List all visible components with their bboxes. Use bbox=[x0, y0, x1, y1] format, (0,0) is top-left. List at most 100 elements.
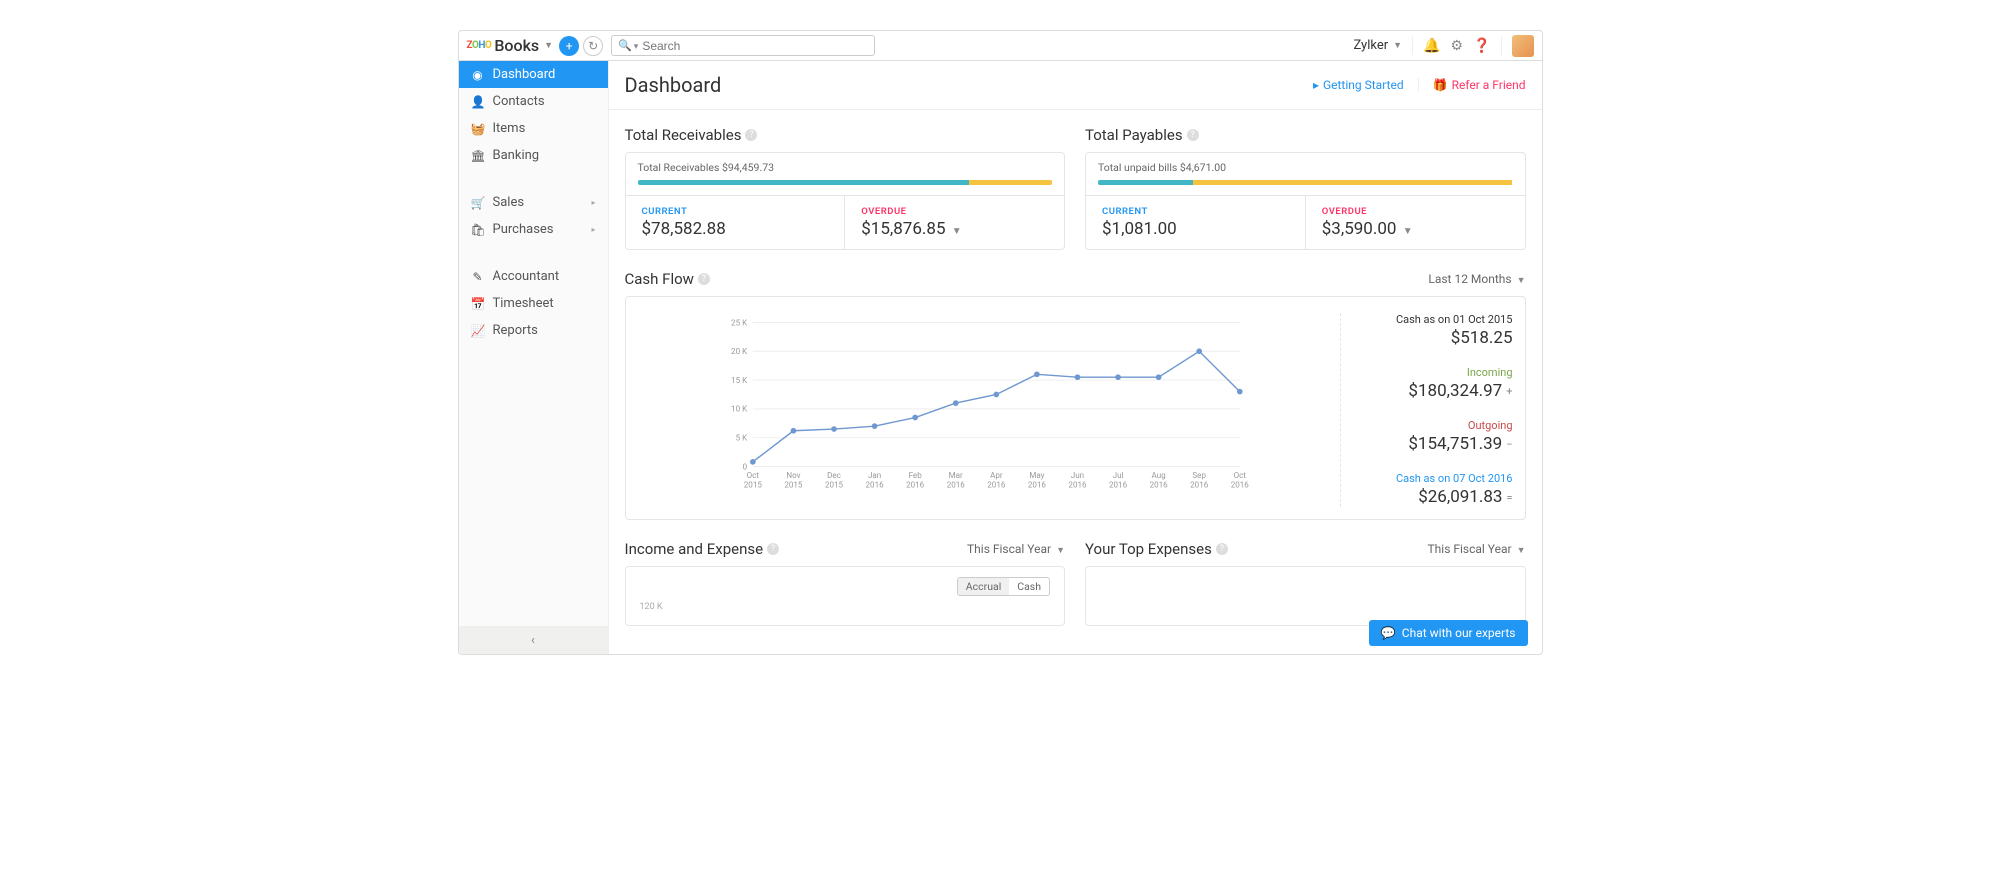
content: Dashboard ▸ Getting Started 🎁 Refer a Fr… bbox=[609, 61, 1542, 654]
user-avatar[interactable] bbox=[1512, 35, 1534, 57]
refer-friend-label: Refer a Friend bbox=[1452, 78, 1526, 92]
help-icon[interactable]: ? bbox=[698, 273, 710, 285]
receivables-title-text: Total Receivables bbox=[625, 126, 742, 144]
payables-current-cell: CURRENT $1,081.00 bbox=[1086, 196, 1305, 249]
sidebar-item-dashboard[interactable]: ◉ Dashboard bbox=[459, 61, 608, 88]
sidebar-item-label: Contacts bbox=[493, 94, 545, 109]
help-icon[interactable]: ? bbox=[745, 129, 757, 141]
bottom-row: Income and Expense ? This Fiscal Year ▼ … bbox=[625, 540, 1526, 626]
cash-outgoing-amount: $154,751.39 bbox=[1408, 434, 1502, 454]
sidebar-item-accountant[interactable]: ✎Accountant bbox=[459, 263, 608, 290]
zoho-logo-icon: ZOHO bbox=[467, 40, 492, 51]
sidebar-item-label: Dashboard bbox=[493, 67, 556, 82]
cashflow-chart: 05 K10 K15 K20 K25 KOct2015Nov2015Dec201… bbox=[638, 313, 1341, 507]
svg-text:15 K: 15 K bbox=[731, 376, 748, 385]
cash-option[interactable]: Cash bbox=[1009, 578, 1049, 595]
sidebar-item-banking[interactable]: 🏛Banking bbox=[459, 142, 608, 169]
sidebar-item-label: Items bbox=[493, 121, 526, 136]
svg-text:Oct: Oct bbox=[746, 471, 759, 480]
svg-text:May: May bbox=[1029, 471, 1044, 480]
search-input[interactable] bbox=[642, 39, 868, 53]
company-switcher[interactable]: Zylker ▼ bbox=[1353, 38, 1402, 53]
sidebar-item-label: Purchases bbox=[493, 222, 554, 237]
cash-incoming-stat: Incoming $180,324.97 + bbox=[1353, 366, 1513, 401]
chevron-right-icon: ▸ bbox=[591, 225, 595, 234]
help-icon[interactable]: ? bbox=[1216, 543, 1228, 555]
svg-text:Dec: Dec bbox=[827, 471, 841, 480]
svg-text:Sep: Sep bbox=[1192, 471, 1206, 480]
divider bbox=[1501, 37, 1502, 55]
svg-text:5 K: 5 K bbox=[735, 434, 748, 443]
cash-close-stat: Cash as on 07 Oct 2016 $26,091.83 = bbox=[1353, 472, 1513, 507]
quick-create-button[interactable]: + bbox=[559, 36, 579, 56]
current-label: CURRENT bbox=[642, 206, 829, 217]
top-expenses-range-dropdown[interactable]: This Fiscal Year ▼ bbox=[1428, 542, 1526, 556]
sidebar-item-timesheet[interactable]: 📅 Timesheet bbox=[459, 290, 608, 317]
receivables-overdue-amount: $15,876.85 bbox=[861, 219, 945, 239]
cashflow-range-dropdown[interactable]: Last 12 Months ▼ bbox=[1428, 272, 1525, 286]
brand-logo[interactable]: ZOHO Books ▼ bbox=[467, 36, 554, 55]
sidebar-collapse-button[interactable]: ‹ bbox=[459, 626, 608, 654]
help-button[interactable]: ❓ bbox=[1473, 38, 1490, 54]
receivables-bar bbox=[638, 180, 1053, 185]
accrual-option[interactable]: Accrual bbox=[958, 578, 1009, 595]
cash-incoming-amount: $180,324.97 bbox=[1408, 381, 1502, 401]
payables-card: Total Payables ? Total unpaid bills $4,6… bbox=[1085, 126, 1526, 250]
cash-close-label: Cash as on 07 Oct 2016 bbox=[1353, 472, 1513, 485]
income-expense-range-dropdown[interactable]: This Fiscal Year ▼ bbox=[967, 542, 1065, 556]
timesheet-icon: 📅 bbox=[471, 297, 485, 311]
sidebar-item-label: Reports bbox=[493, 323, 538, 338]
notifications-button[interactable]: 🔔 bbox=[1423, 38, 1440, 54]
svg-text:Nov: Nov bbox=[786, 471, 800, 480]
svg-text:25 K: 25 K bbox=[731, 318, 748, 327]
getting-started-link[interactable]: ▸ Getting Started bbox=[1313, 78, 1404, 92]
payables-title-text: Total Payables bbox=[1085, 126, 1183, 144]
overdue-dropdown-button[interactable]: ▼ bbox=[1403, 226, 1413, 237]
company-caret-icon: ▼ bbox=[1393, 40, 1402, 51]
svg-text:2016: 2016 bbox=[1190, 480, 1209, 489]
payables-overdue-amount: $3,590.00 bbox=[1322, 219, 1397, 239]
cashflow-body: 05 K10 K15 K20 K25 KOct2015Nov2015Dec201… bbox=[625, 296, 1526, 520]
payables-title: Total Payables ? bbox=[1085, 126, 1526, 144]
help-icon[interactable]: ? bbox=[1187, 129, 1199, 141]
sidebar-item-items[interactable]: 🧺 Items bbox=[459, 115, 608, 142]
cash-open-stat: Cash as on 01 Oct 2015 $518.25 bbox=[1353, 313, 1513, 348]
receivables-overdue-cell: OVERDUE $15,876.85 ▼ bbox=[844, 196, 1064, 249]
svg-text:2016: 2016 bbox=[1109, 480, 1128, 489]
refer-friend-link[interactable]: 🎁 Refer a Friend bbox=[1433, 78, 1526, 92]
getting-started-label: Getting Started bbox=[1323, 78, 1404, 92]
svg-text:2016: 2016 bbox=[1149, 480, 1168, 489]
page-header-links: ▸ Getting Started 🎁 Refer a Friend bbox=[1313, 78, 1526, 92]
payables-bar bbox=[1098, 180, 1513, 185]
receivables-current-amount: $78,582.88 bbox=[642, 219, 829, 239]
sidebar-item-sales[interactable]: 🛒Sales▸ bbox=[459, 189, 608, 216]
recent-activity-button[interactable]: ↻ bbox=[583, 36, 603, 56]
sidebar-item-reports[interactable]: 📈Reports bbox=[459, 317, 608, 344]
dashboard-icon: ◉ bbox=[471, 68, 485, 82]
caret-down-icon: ▼ bbox=[1056, 546, 1065, 556]
settings-button[interactable]: ⚙ bbox=[1451, 38, 1464, 54]
help-icon[interactable]: ? bbox=[767, 543, 779, 555]
sidebar-item-contacts[interactable]: 👤Contacts bbox=[459, 88, 608, 115]
svg-text:2016: 2016 bbox=[1027, 480, 1046, 489]
cash-close-amount: $26,091.83 bbox=[1418, 487, 1502, 507]
search-box[interactable]: 🔍▾ bbox=[611, 35, 875, 56]
gift-icon: 🎁 bbox=[1433, 78, 1448, 92]
sidebar-item-purchases[interactable]: 🛍Purchases▸ bbox=[459, 216, 608, 243]
app-frame: ZOHO Books ▼ + ↻ 🔍▾ Zylker ▼ 🔔 ⚙ ❓ ◉ Dash… bbox=[458, 30, 1543, 655]
overdue-dropdown-button[interactable]: ▼ bbox=[952, 226, 962, 237]
page-title: Dashboard bbox=[625, 73, 722, 97]
svg-text:Aug: Aug bbox=[1151, 471, 1165, 480]
receivables-title: Total Receivables ? bbox=[625, 126, 1066, 144]
items-icon: 🧺 bbox=[471, 122, 485, 136]
equals-sign-icon: = bbox=[1506, 491, 1512, 504]
sidebar-item-label: Timesheet bbox=[493, 296, 554, 311]
payables-overdue-cell: OVERDUE $3,590.00 ▼ bbox=[1305, 196, 1525, 249]
top-expenses-range-label: This Fiscal Year bbox=[1428, 542, 1512, 556]
svg-text:Apr: Apr bbox=[990, 471, 1003, 480]
chat-experts-button[interactable]: 💬 Chat with our experts bbox=[1369, 620, 1528, 646]
income-expense-title: Income and Expense ? This Fiscal Year ▼ bbox=[625, 540, 1066, 558]
svg-text:Mar: Mar bbox=[948, 471, 962, 480]
svg-text:2015: 2015 bbox=[743, 480, 762, 489]
play-icon: ▸ bbox=[1313, 78, 1319, 92]
